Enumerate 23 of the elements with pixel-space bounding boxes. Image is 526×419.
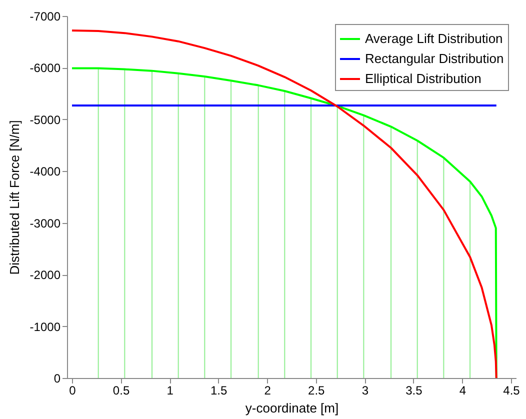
legend-label: Average Lift Distribution (365, 31, 503, 46)
y-tick-label: -1000 (30, 320, 61, 334)
y-axis-title: Distributed Lift Force [N/m] (6, 120, 22, 275)
x-tick-label: 1 (166, 384, 174, 398)
x-tick-label: 3.5 (406, 384, 423, 398)
x-tick-label: 0 (69, 384, 76, 398)
y-tick-label: -2000 (30, 268, 61, 282)
x-axis-title: y-coordinate [m] (245, 400, 339, 416)
y-tick-label: 0 (54, 372, 61, 386)
x-tick-label: 2 (264, 384, 272, 398)
x-tick-label: 4 (459, 384, 466, 398)
y-tick-label: -6000 (30, 61, 61, 76)
y-tick-label: -3000 (30, 216, 61, 230)
legend-label: Rectangular Distribution (365, 51, 504, 66)
x-tick-label: 4.5 (503, 384, 520, 398)
x-tick-label: 2.5 (308, 384, 326, 398)
y-tick-label: -4000 (30, 164, 61, 179)
legend-label: Elliptical Distribution (365, 71, 482, 86)
y-tick-label: -5000 (30, 112, 61, 127)
x-tick-label: 3 (362, 384, 369, 398)
x-tick-label: 1.5 (210, 384, 228, 398)
y-tick-label: -7000 (30, 10, 61, 24)
x-tick-label: 0.5 (112, 384, 130, 398)
